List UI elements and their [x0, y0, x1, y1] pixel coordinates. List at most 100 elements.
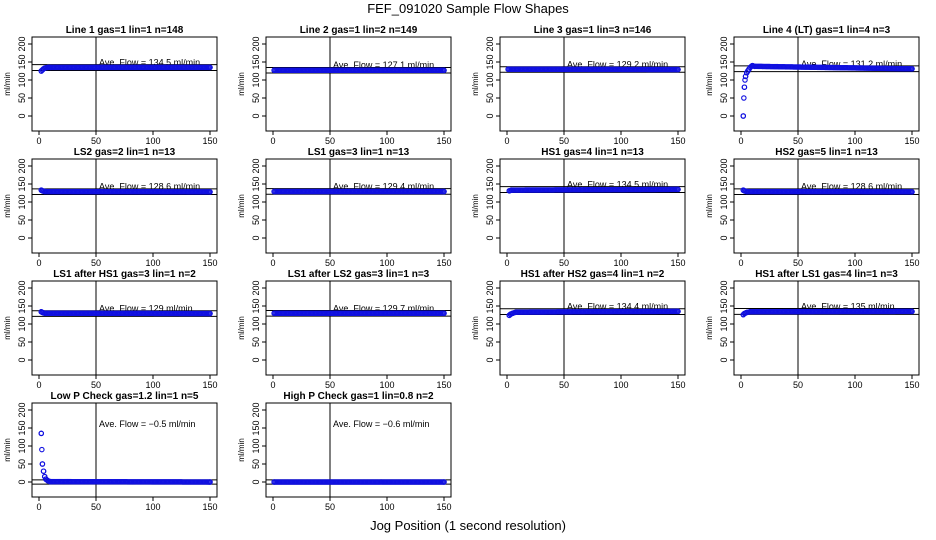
x-tick-label: 0	[270, 380, 275, 390]
y-tick-label: 100	[485, 194, 495, 209]
plot-frame	[499, 36, 686, 132]
chart-panel-6: LS1 gas=3 lin=1 n=13 0 50 100 150 0 50 100 150 20…	[237, 147, 452, 268]
plot-frame	[733, 36, 920, 132]
x-tick-label: 100	[847, 258, 862, 268]
y-axis-label: ml/min	[705, 194, 714, 218]
y-tick-label: 50	[251, 459, 261, 469]
average-flow-annotation: Ave. Flow = 135 ml/min	[801, 301, 895, 311]
plot-frame	[265, 280, 452, 376]
data-point	[207, 310, 213, 317]
x-tick-label: 150	[670, 380, 685, 390]
average-flow-annotation: Ave. Flow = 134.4 ml/min	[567, 302, 668, 312]
panel-title: Low P Check gas=1.2 lin=1 n=5	[51, 391, 199, 402]
x-tick-label: 150	[436, 502, 451, 512]
plot-frame	[31, 158, 218, 254]
y-tick-label: 50	[251, 337, 261, 347]
data-point	[742, 77, 748, 83]
y-tick-label: 0	[251, 479, 261, 484]
y-tick-label: 50	[251, 215, 261, 225]
y-tick-label: 50	[719, 215, 729, 225]
plot-frame	[733, 158, 920, 254]
x-tick-label: 150	[436, 258, 451, 268]
y-tick-label: 200	[485, 36, 495, 51]
y-axis-label: ml/min	[471, 316, 480, 340]
data-point	[909, 189, 915, 195]
x-tick-label: 50	[559, 136, 569, 146]
y-tick-label: 200	[719, 158, 729, 173]
y-tick-label: 0	[485, 235, 495, 240]
x-tick-label: 50	[91, 380, 101, 390]
data-point	[909, 308, 915, 315]
data-point	[675, 308, 681, 315]
panel-title: Line 1 gas=1 lin=1 n=148	[66, 25, 184, 36]
y-tick-label: 200	[485, 280, 495, 295]
y-axis-label: ml/min	[705, 316, 714, 340]
y-tick-label: 100	[485, 316, 495, 331]
y-tick-label: 0	[17, 357, 27, 362]
y-tick-label: 0	[719, 113, 729, 118]
chart-panel-14: High P Check gas=1 lin=0.8 n=2 0 50 100 150 0…	[237, 391, 452, 512]
y-tick-label: 50	[17, 459, 27, 469]
x-tick-label: 0	[270, 502, 275, 512]
y-tick-label: 50	[485, 93, 495, 103]
y-axis-label: ml/min	[237, 72, 246, 96]
x-tick-label: 0	[270, 258, 275, 268]
x-tick-label: 0	[738, 258, 743, 268]
y-tick-label: 0	[17, 479, 27, 484]
y-tick-label: 0	[251, 235, 261, 240]
x-tick-label: 100	[145, 258, 160, 268]
data-point	[207, 64, 213, 71]
x-tick-label: 100	[847, 380, 862, 390]
plot-frame	[265, 36, 452, 132]
y-tick-label: 0	[485, 113, 495, 118]
data-point	[741, 95, 747, 101]
y-tick-label: 150	[17, 420, 27, 435]
panel-title: HS1 after HS2 gas=4 lin=1 n=2	[521, 269, 665, 280]
x-tick-label: 0	[504, 136, 509, 146]
x-tick-label: 0	[738, 380, 743, 390]
y-tick-label: 200	[17, 402, 27, 417]
panel-title: HS1 after LS1 gas=4 lin=1 n=3	[755, 269, 898, 280]
y-tick-label: 100	[17, 72, 27, 87]
chart-panel-11: HS1 after HS2 gas=4 lin=1 n=2 0 50 100 150 0 5…	[471, 269, 686, 390]
average-flow-annotation: Ave. Flow = −0.6 ml/min	[333, 419, 429, 429]
x-tick-label: 100	[379, 136, 394, 146]
x-tick-label: 150	[904, 258, 919, 268]
y-axis-label: ml/min	[237, 438, 246, 462]
chart-panel-5: LS2 gas=2 lin=1 n=13 0 50 100 150 0 50 100 150 20…	[3, 147, 218, 268]
x-tick-label: 100	[379, 380, 394, 390]
x-tick-label: 50	[91, 136, 101, 146]
x-tick-label: 0	[270, 136, 275, 146]
y-axis-label: ml/min	[3, 72, 12, 96]
data-point	[38, 430, 45, 437]
y-axis-label: ml/min	[471, 72, 480, 96]
data-point	[909, 66, 915, 72]
y-tick-label: 0	[485, 357, 495, 362]
panel-title: LS1 after LS2 gas=3 lin=1 n=3	[288, 269, 430, 280]
x-tick-label: 150	[904, 136, 919, 146]
x-tick-label: 50	[793, 258, 803, 268]
x-tick-label: 50	[325, 380, 335, 390]
x-tick-label: 100	[613, 136, 628, 146]
y-tick-label: 100	[719, 194, 729, 209]
y-tick-label: 200	[719, 36, 729, 51]
average-flow-annotation: Ave. Flow = −0.5 ml/min	[99, 419, 195, 429]
x-tick-label: 50	[793, 380, 803, 390]
data-point	[39, 446, 45, 453]
y-tick-label: 200	[17, 158, 27, 173]
y-tick-label: 50	[719, 93, 729, 103]
x-tick-label: 50	[559, 258, 569, 268]
x-tick-label: 0	[36, 502, 41, 512]
y-axis-label: ml/min	[3, 316, 12, 340]
average-flow-annotation: Ave. Flow = 128.6 ml/min	[99, 182, 200, 192]
data-point	[675, 66, 681, 73]
y-tick-label: 100	[251, 316, 261, 331]
y-tick-label: 150	[485, 54, 495, 69]
x-tick-label: 50	[325, 502, 335, 512]
average-flow-annotation: Ave. Flow = 129.2 ml/min	[567, 59, 668, 69]
y-tick-label: 50	[251, 93, 261, 103]
y-tick-label: 150	[719, 298, 729, 313]
y-tick-label: 50	[17, 93, 27, 103]
y-tick-label: 100	[251, 194, 261, 209]
